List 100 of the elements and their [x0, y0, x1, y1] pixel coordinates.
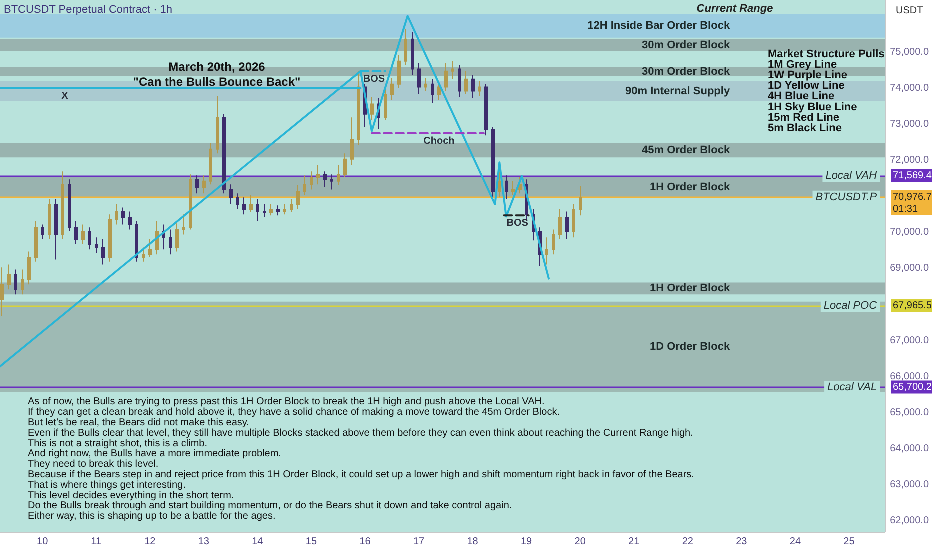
candlestick	[390, 78, 394, 101]
candlestick	[458, 64, 461, 98]
candlestick	[169, 229, 172, 256]
y-tick-label: 67,000.0	[890, 335, 930, 346]
band-label: 12H Inside Bar Order Block	[588, 20, 731, 32]
candlestick	[411, 32, 414, 76]
band-label: 90m Internal Supply	[626, 85, 731, 98]
y-tick-label: 63,000.0	[890, 480, 930, 491]
candlestick	[316, 165, 320, 186]
candlestick	[249, 194, 253, 213]
x-tick-label: 14	[252, 536, 264, 548]
candlestick	[558, 209, 562, 240]
ref-line-label: Local POC	[824, 300, 878, 312]
candlestick	[41, 224, 44, 240]
y-tick-label: 62,000.0	[890, 516, 930, 527]
candlestick	[444, 62, 448, 92]
x-tick-label: 15	[306, 536, 318, 548]
y-tick-label: 65,000.0	[890, 407, 930, 418]
candlestick	[108, 214, 112, 262]
candlestick	[81, 224, 85, 246]
candlestick	[370, 96, 374, 121]
candlestick	[202, 175, 206, 194]
candlestick	[34, 220, 38, 262]
candlestick	[290, 198, 293, 213]
x-tick-label: 10	[37, 536, 49, 548]
candlestick	[471, 74, 475, 99]
candlestick	[175, 223, 179, 252]
candlestick	[330, 174, 333, 190]
candlestick	[437, 81, 441, 101]
y-tick-label: 64,000.0	[890, 444, 930, 455]
candlestick	[216, 96, 219, 154]
candlestick	[303, 175, 306, 196]
annotation: X	[62, 90, 69, 102]
ref-line-label: Local VAL	[828, 382, 878, 394]
y-tick-label: 66,000.0	[890, 371, 930, 382]
y-tick-label: 75,000.0	[890, 46, 930, 58]
candlestick	[404, 28, 407, 66]
band-label: 1H Order Block	[650, 282, 731, 295]
candlestick	[431, 78, 434, 104]
candlestick	[565, 211, 569, 240]
candlestick	[484, 84, 488, 136]
candlestick	[343, 153, 347, 178]
x-tick-label: 25	[844, 536, 856, 548]
candlestick	[323, 171, 327, 188]
candlestick	[276, 205, 280, 216]
candlestick	[498, 171, 501, 198]
candlestick	[182, 214, 185, 236]
candlestick	[337, 165, 340, 186]
candlestick	[263, 204, 266, 218]
candlestick	[7, 264, 11, 290]
annotation: 67,965.5	[893, 300, 932, 312]
candlestick	[54, 198, 58, 260]
band-label: 30m Order Block	[642, 66, 731, 78]
candlestick	[48, 198, 51, 240]
candlestick	[552, 229, 555, 256]
x-tick-label: 16	[360, 536, 372, 548]
y-tick-label: 73,000.0	[890, 118, 930, 130]
annotation: BTCUSDT Perpetual Contract · 1h	[4, 4, 173, 16]
band-label: 30m Order Block	[642, 39, 731, 52]
x-tick-label: 21	[628, 536, 640, 548]
candlestick	[417, 62, 421, 95]
candlestick	[0, 267, 4, 316]
annotation: Choch	[424, 136, 455, 147]
line-series	[0, 15, 550, 368]
candlestick	[256, 198, 259, 222]
annotation: 70,976.7	[893, 192, 932, 203]
candlestick	[269, 204, 273, 216]
candlestick	[350, 117, 354, 166]
x-tick-label: 12	[144, 536, 156, 548]
x-tick-label: 11	[91, 536, 102, 548]
candlestick	[121, 207, 125, 226]
x-tick-label: 17	[413, 536, 426, 548]
annotation: BOS	[363, 74, 386, 85]
annotation: 71,569.4	[893, 170, 932, 182]
text: As of now, the Bulls are trying to press past this 1H Order Block to break the 1H high and push above the Local VAH. If they can get a clean break and hold above it, they have a solid chance of making a move toward the 45m Order Block. But let’s be real, the Bears did not make this easy. Even if the Bulls clear that level, they still have multiple Blocks stacked above them before they can even think about reaching the Current Range high. This is not a straight shot, this is a climb. And right now, the Bulls have a more immediate problem. They need to break this level. Because if the Bears step in and reject price from this 1H Order Block, it could set up a lower high and shift momentum right back in favor of the Bears. That is where things get interesting. This level decides everything in the short term. Do the Bulls break through and start building momentum, or do the Bears shut it down and take control again. Either way, this is shaping up to be a battle for the ages.	[28, 396, 694, 522]
x-tick-label: 23	[736, 536, 748, 548]
candlestick	[491, 126, 495, 198]
candlestick	[222, 114, 226, 194]
annotation: Current Range	[696, 3, 774, 15]
candlestick	[572, 204, 575, 238]
text: March 20th, 2026	[168, 60, 266, 74]
y-tick-label: 72,000.0	[890, 155, 930, 166]
candlestick	[128, 211, 132, 230]
candlestick	[478, 81, 481, 97]
text: "Can the Bulls Bounce Back"	[133, 75, 301, 89]
x-tick-label: 22	[682, 536, 694, 548]
candlestick	[14, 269, 17, 296]
annotation: Market Structure Pulls 1M Grey Line 1W Purple Line 1D Yellow Line 4H Blue Line 1H Sky Blue Line 15m Red Line 5m Black Line	[768, 48, 885, 134]
annotation: BOS	[506, 218, 529, 230]
candlestick	[310, 171, 313, 190]
candlestick	[148, 238, 152, 258]
annotation: 65,700.2	[893, 382, 932, 394]
candlestick	[101, 238, 105, 266]
candlestick	[27, 251, 31, 286]
x-tick-label: 13	[198, 536, 210, 548]
candlestick	[296, 184, 300, 210]
y-tick-label: 70,000.0	[890, 227, 930, 238]
candlestick	[545, 237, 548, 266]
candlestick	[74, 220, 78, 246]
candlestick	[464, 70, 468, 95]
